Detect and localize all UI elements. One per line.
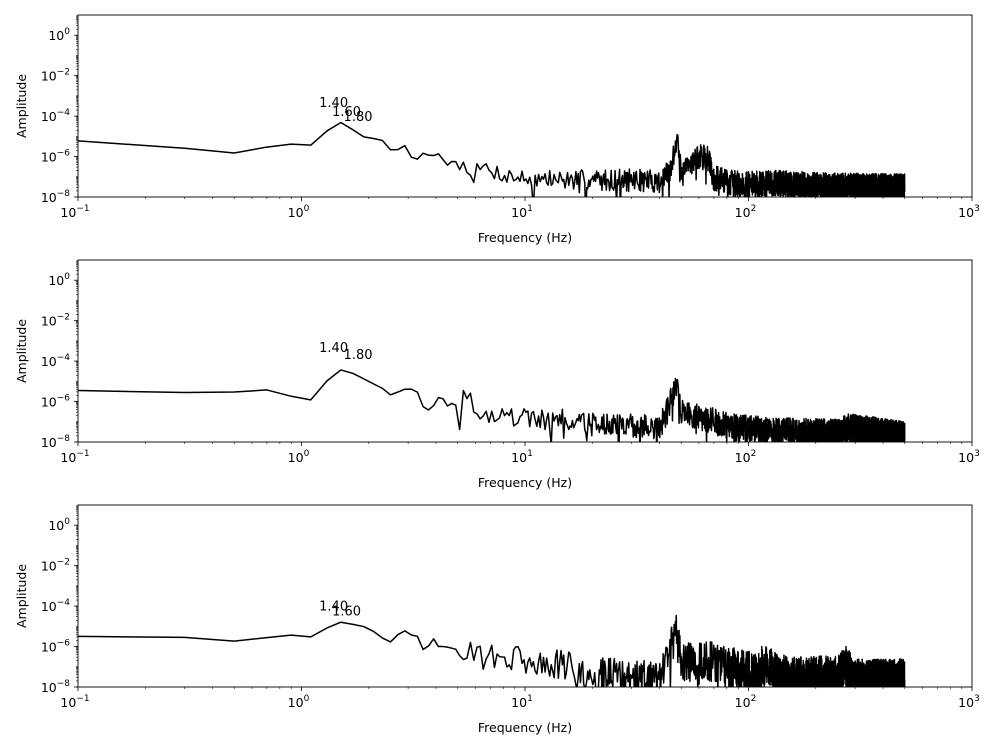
peak-annotation: 1.80 [344, 110, 373, 125]
x-tick-label: 102 [735, 694, 757, 710]
y-tick-label: 10−6 [41, 149, 70, 165]
y-tick-label: 10−4 [41, 108, 70, 124]
y-tick-label: 10−2 [41, 68, 70, 84]
axes-frame [77, 14, 973, 198]
x-tick-label: 100 [288, 204, 310, 220]
x-axis-label: Frequency (Hz) [478, 475, 572, 490]
chart-panel-1: 10−1 100 101 102 103 10−8 10−6 10−4 10−2 100 Frequ… [14, 14, 980, 245]
peak-annotation: 1.40 [319, 599, 348, 614]
y-tick-label: 10−4 [41, 598, 70, 614]
x-tick-label: 10−1 [60, 449, 89, 465]
y-tick-label: 10−6 [41, 639, 70, 655]
y-tick-label: 10−2 [41, 558, 70, 574]
x-tick-label: 103 [958, 449, 980, 465]
x-tick-label: 100 [288, 449, 310, 465]
y-tick-label: 10−4 [41, 353, 70, 369]
y-axis-label: Amplitude [14, 319, 29, 383]
x-tick-label: 10−1 [60, 694, 89, 710]
x-tick-label: 102 [735, 449, 757, 465]
x-axis-label: Frequency (Hz) [478, 720, 572, 735]
peak-annotation: 1.60 [332, 105, 361, 120]
chart-panel-2: 10−1 100 101 102 103 10−8 10−6 10−4 10−2 100 Frequ… [14, 259, 980, 490]
series-line [78, 121, 906, 197]
x-tick-label: 101 [511, 204, 533, 220]
y-tick-label: 100 [48, 517, 70, 533]
axes-frame [77, 504, 973, 688]
x-tick-label: 100 [288, 694, 310, 710]
y-axis-label: Amplitude [14, 74, 29, 138]
y-axis-label: Amplitude [14, 564, 29, 628]
y-tick-label: 10−8 [41, 434, 70, 450]
y-tick-label: 100 [48, 27, 70, 43]
series-line [78, 614, 906, 687]
peak-annotation: 1.40 [319, 96, 348, 111]
x-tick-label: 101 [511, 694, 533, 710]
x-axis-label: Frequency (Hz) [478, 230, 572, 245]
peak-annotation: 1.80 [344, 348, 373, 363]
chart-panel-3: 10−1 100 101 102 103 10−8 10−6 10−4 10−2 100 Frequ… [14, 504, 980, 735]
axes-frame [77, 259, 973, 443]
x-tick-label: 103 [958, 204, 980, 220]
peak-annotation: 1.60 [332, 605, 361, 620]
x-tick-label: 10−1 [60, 204, 89, 220]
y-tick-label: 10−6 [41, 394, 70, 410]
x-tick-label: 101 [511, 449, 533, 465]
x-tick-label: 103 [958, 694, 980, 710]
y-tick-label: 10−8 [41, 189, 70, 205]
y-tick-label: 10−2 [41, 313, 70, 329]
peak-annotation: 1.40 [319, 341, 348, 356]
y-tick-label: 100 [48, 272, 70, 288]
x-tick-label: 102 [735, 204, 757, 220]
series-line [78, 369, 906, 442]
y-tick-label: 10−8 [41, 679, 70, 695]
